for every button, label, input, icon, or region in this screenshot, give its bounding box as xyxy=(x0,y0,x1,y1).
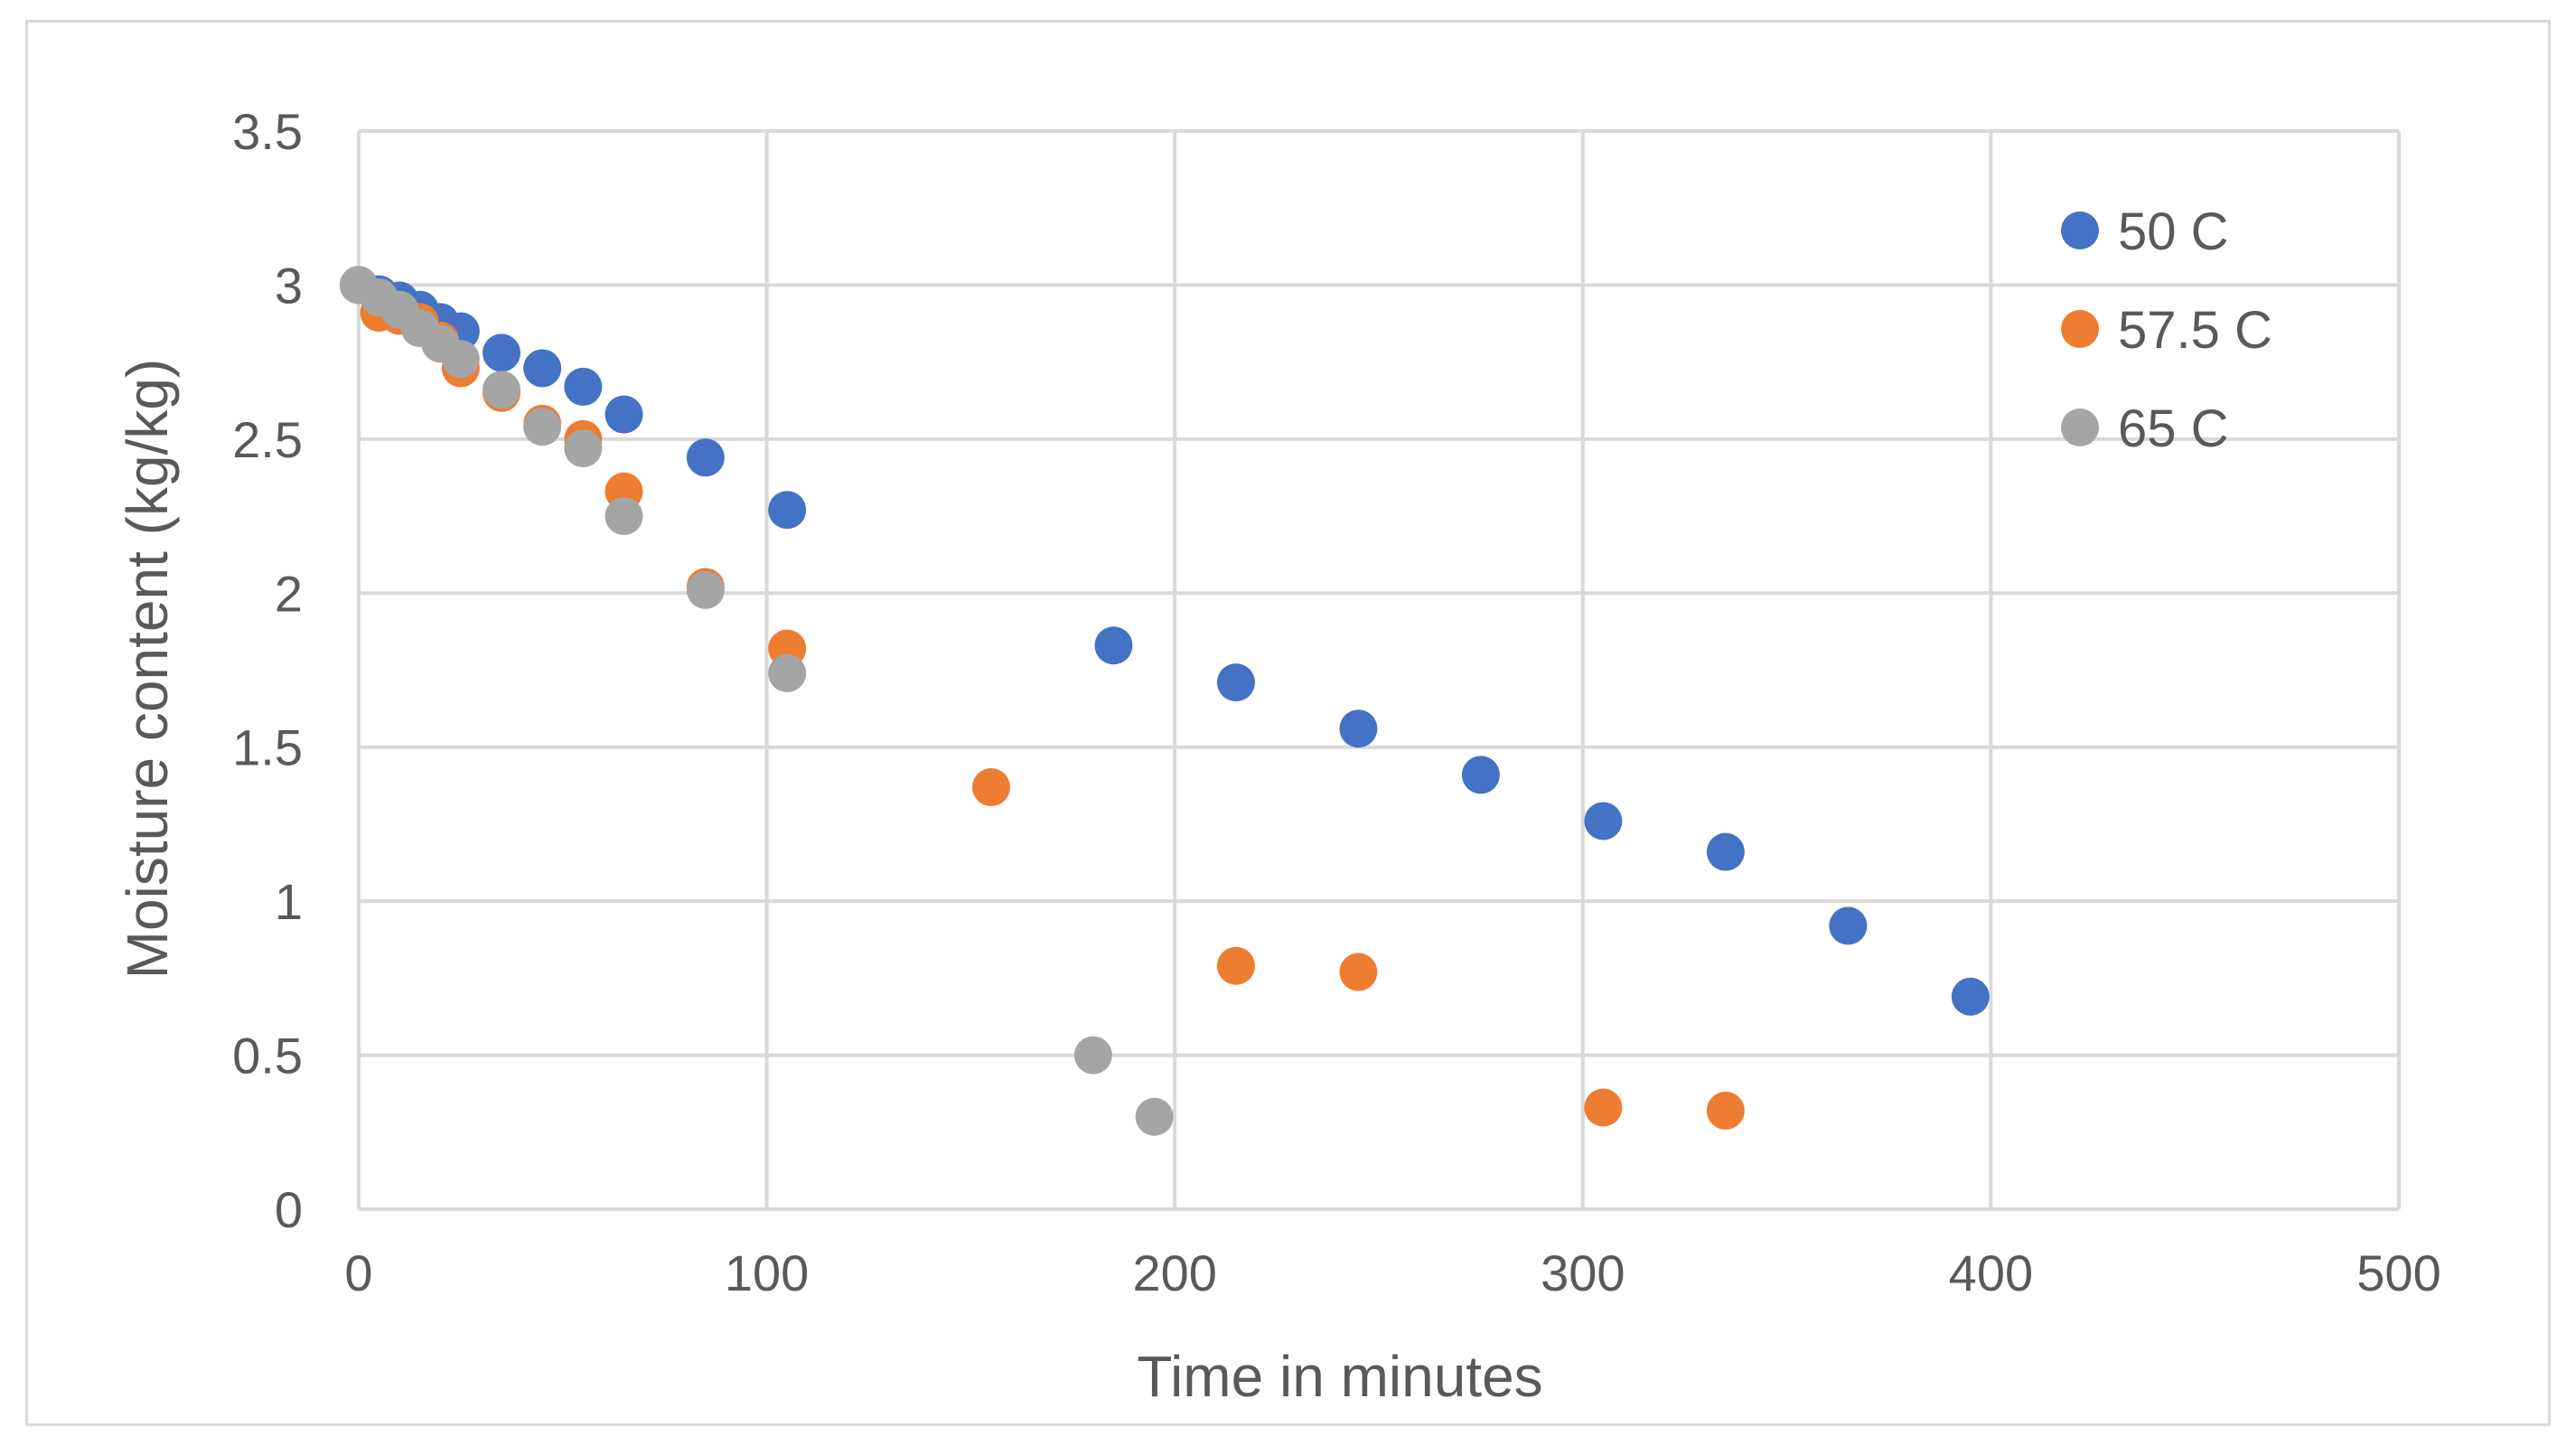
data-point xyxy=(1339,953,1378,991)
data-points xyxy=(340,266,1990,1136)
legend-marker xyxy=(2061,408,2099,446)
x-tick-label: 200 xyxy=(1132,1244,1216,1301)
data-point xyxy=(686,438,725,477)
y-tick-label: 3 xyxy=(275,257,303,314)
y-tick-label: 2 xyxy=(275,565,303,622)
data-point xyxy=(1216,946,1255,985)
data-point xyxy=(768,491,807,530)
tick-labels: 0 0.5 1 1.5 2 2.5 3 3.5 0 100 200 300 400 500 xyxy=(232,103,2441,1301)
y-tick-label: 1 xyxy=(275,873,303,930)
series-57-5-c xyxy=(340,266,1745,1130)
data-point xyxy=(1951,977,1990,1016)
legend-label: 50 C xyxy=(2118,202,2229,261)
data-point xyxy=(604,497,643,536)
data-point xyxy=(1216,663,1255,702)
y-tick-label: 0.5 xyxy=(232,1028,303,1084)
legend: 50 C 57.5 C 65 C xyxy=(2061,202,2272,458)
series-65-c xyxy=(340,266,1174,1136)
data-point xyxy=(482,371,521,409)
data-point xyxy=(1073,1036,1112,1075)
chart-frame xyxy=(25,20,2551,1426)
data-point xyxy=(1339,709,1378,748)
x-tick-label: 400 xyxy=(1949,1244,2033,1301)
data-point xyxy=(1135,1097,1174,1136)
data-point xyxy=(523,349,562,388)
legend-label: 57.5 C xyxy=(2118,301,2272,360)
legend-item: 65 C xyxy=(2061,399,2229,458)
data-point xyxy=(604,395,643,434)
legend-label: 65 C xyxy=(2118,399,2229,458)
data-point xyxy=(441,340,480,379)
data-point xyxy=(971,768,1010,807)
data-point xyxy=(1584,1088,1623,1127)
legend-marker xyxy=(2061,211,2099,249)
series-50-c xyxy=(340,266,1990,1016)
legend-item: 57.5 C xyxy=(2061,301,2272,360)
x-axis-title: Time in minutes xyxy=(1137,1344,1542,1409)
x-tick-label: 500 xyxy=(2356,1244,2440,1301)
data-point xyxy=(564,429,603,468)
data-point xyxy=(1461,756,1500,794)
gridlines xyxy=(357,129,2401,1211)
x-tick-label: 300 xyxy=(1541,1244,1625,1301)
data-point xyxy=(768,653,807,692)
y-tick-label: 3.5 xyxy=(232,103,303,160)
x-tick-label: 100 xyxy=(725,1244,809,1301)
data-point xyxy=(1706,832,1745,871)
legend-item: 50 C xyxy=(2061,202,2229,261)
data-point xyxy=(1584,802,1623,840)
data-point xyxy=(564,367,603,406)
data-point xyxy=(686,570,725,609)
legend-marker xyxy=(2061,310,2099,348)
data-point xyxy=(482,333,521,372)
x-tick-label: 0 xyxy=(344,1244,372,1301)
data-point xyxy=(1094,626,1133,665)
data-point xyxy=(1706,1091,1745,1130)
y-tick-label: 0 xyxy=(275,1181,303,1238)
y-axis-title: Moisture content (kg/kg) xyxy=(115,359,180,980)
y-tick-label: 2.5 xyxy=(232,411,303,468)
y-tick-label: 1.5 xyxy=(232,719,303,776)
data-point xyxy=(523,408,562,446)
data-point xyxy=(1829,906,1868,945)
